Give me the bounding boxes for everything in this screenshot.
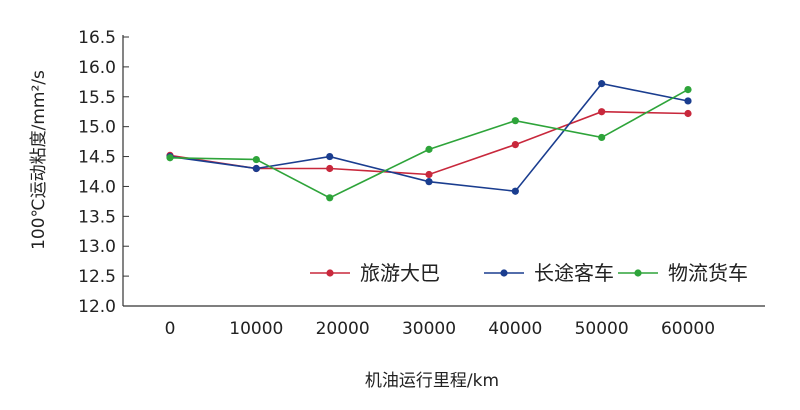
series-3	[166, 86, 692, 202]
legend-item: 长途客车	[484, 261, 614, 285]
y-axis-ticks: 12.0 12.5 13.0 13.5 14.0 14.5 15.0 15.5 16.0 16.5	[78, 28, 129, 317]
legend-marker	[634, 269, 642, 277]
y-tick-label: 13.0	[78, 237, 116, 257]
y-tick-label: 16.0	[78, 58, 116, 78]
series-layer	[166, 80, 692, 202]
data-point	[425, 178, 433, 186]
x-tick-label: 50000	[575, 319, 629, 339]
data-point	[425, 145, 433, 153]
data-point	[598, 108, 606, 116]
y-tick-label: 12.0	[78, 297, 116, 317]
legend-marker	[326, 269, 334, 277]
data-point	[511, 187, 519, 195]
x-tick-label: 10000	[229, 319, 283, 339]
legend-item: 旅游大巴	[310, 261, 440, 285]
axes	[122, 35, 765, 307]
legend-label: 旅游大巴	[360, 261, 440, 285]
y-tick-label: 15.5	[78, 88, 116, 108]
y-tick-label: 15.0	[78, 118, 116, 138]
x-tick-label: 60000	[661, 319, 715, 339]
data-point	[511, 141, 519, 149]
data-point	[326, 194, 334, 202]
data-point	[252, 155, 260, 164]
y-tick-label: 12.5	[78, 267, 116, 287]
x-tick-label: 40000	[488, 319, 542, 339]
legend-label: 长途客车	[534, 261, 614, 285]
x-tick-label: 30000	[402, 319, 456, 339]
x-axis-ticks: 0 10000 20000 30000 40000 50000 60000	[165, 319, 715, 339]
data-point	[511, 117, 519, 125]
data-point	[252, 164, 260, 173]
data-point	[598, 133, 606, 142]
y-tick-label: 14.0	[78, 177, 116, 197]
data-point	[425, 170, 433, 179]
x-axis-title: 机油运行里程/km	[365, 371, 499, 391]
data-point	[166, 154, 174, 162]
x-tick-label: 0	[165, 319, 176, 339]
data-point	[326, 164, 334, 173]
y-tick-label: 13.5	[78, 207, 116, 227]
data-point	[684, 97, 692, 105]
y-axis-title: 100℃运动粘度/mm²/s	[29, 70, 49, 250]
data-point	[326, 152, 334, 161]
legend-marker	[500, 269, 508, 277]
x-tick-label: 20000	[316, 319, 370, 339]
legend-item: 物流货车	[618, 261, 748, 285]
series-line	[169, 110, 689, 176]
legend: 旅游大巴 长途客车 物流货车	[310, 261, 748, 285]
data-point	[598, 80, 606, 88]
data-point	[684, 86, 692, 94]
legend-label: 物流货车	[668, 261, 748, 285]
y-tick-label: 14.5	[78, 148, 116, 168]
y-tick-label: 16.5	[78, 28, 116, 48]
data-point	[684, 109, 692, 118]
